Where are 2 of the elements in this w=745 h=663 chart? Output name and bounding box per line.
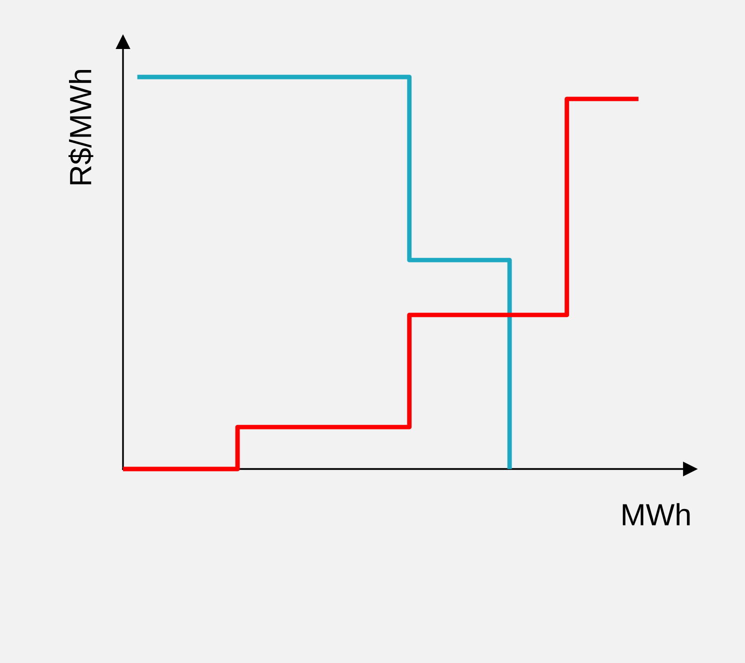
y-axis-title: R$/MWh [68,70,94,184]
x-axis-title: MWh [622,503,690,526]
